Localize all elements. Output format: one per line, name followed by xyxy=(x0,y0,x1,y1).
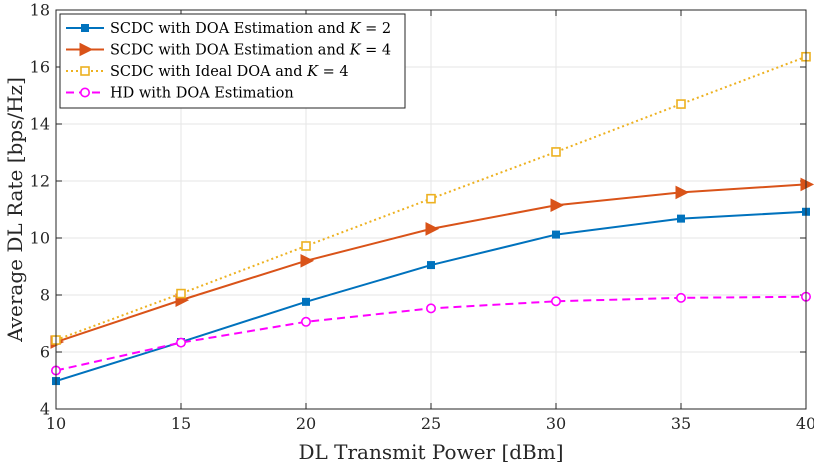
data-point xyxy=(675,185,690,200)
x-tick-label: 30 xyxy=(546,414,566,433)
legend-label: SCDC with DOA Estimation and K = 4 xyxy=(110,43,391,59)
legend: SCDC with DOA Estimation and K = 2 SCDC w… xyxy=(59,13,406,109)
x-tick-label: 20 xyxy=(296,414,316,433)
y-tick-label: 8 xyxy=(40,286,50,305)
x-tick-label: 15 xyxy=(171,414,191,433)
data-point xyxy=(552,230,560,239)
data-point xyxy=(300,316,311,327)
x-tick-label: 40 xyxy=(796,414,814,433)
series-2 xyxy=(50,177,814,349)
x-tick-label: 25 xyxy=(421,414,441,433)
x-axis-label: DL Transmit Power [dBm] xyxy=(298,440,563,464)
legend-label: SCDC with DOA Estimation and K = 2 xyxy=(110,21,391,37)
legend-label: HD with DOA Estimation xyxy=(110,86,294,102)
y-tick-label: 4 xyxy=(40,400,50,419)
data-point xyxy=(300,253,315,268)
legend-marker xyxy=(80,87,91,98)
legend-marker xyxy=(80,66,90,76)
data-point xyxy=(426,193,436,204)
y-tick-label: 18 xyxy=(30,1,50,20)
plot-frame xyxy=(55,9,807,410)
data-point xyxy=(425,303,436,314)
y-tick-label: 14 xyxy=(30,115,50,134)
data-point xyxy=(550,296,561,307)
legend-box xyxy=(59,13,406,109)
x-tick-label: 10 xyxy=(46,414,66,433)
legend-label: SCDC with Ideal DOA and K = 4 xyxy=(110,64,349,80)
y-tick-label: 12 xyxy=(30,172,50,191)
series-layer xyxy=(50,51,814,386)
data-point xyxy=(676,99,686,109)
x-tick-label: 35 xyxy=(671,414,691,433)
y-tick-label: 10 xyxy=(30,229,50,248)
legend-marker xyxy=(81,24,89,32)
data-point xyxy=(675,292,686,303)
data-point xyxy=(550,198,565,213)
y-tick-label: 6 xyxy=(40,343,50,362)
legend-marker xyxy=(79,42,94,57)
data-point xyxy=(800,177,814,192)
data-point xyxy=(551,147,561,157)
legend-entry-2: SCDC with DOA Estimation and K = 4 xyxy=(66,43,391,59)
data-point xyxy=(176,288,186,299)
data-point xyxy=(677,214,685,223)
series-4 xyxy=(50,291,811,376)
data-point xyxy=(301,241,311,251)
legend-entry-4: HD with DOA Estimation xyxy=(66,86,294,102)
legend-entry-3: SCDC with Ideal DOA and K = 4 xyxy=(66,64,349,80)
y-tick-label: 16 xyxy=(30,58,50,77)
data-point xyxy=(302,297,310,306)
legend-entry-1: SCDC with DOA Estimation and K = 2 xyxy=(66,21,391,37)
data-point xyxy=(425,222,440,236)
data-point xyxy=(427,261,435,270)
y-axis-label: Average DL Rate [bps/Hz] xyxy=(3,77,27,343)
data-point xyxy=(176,337,187,348)
